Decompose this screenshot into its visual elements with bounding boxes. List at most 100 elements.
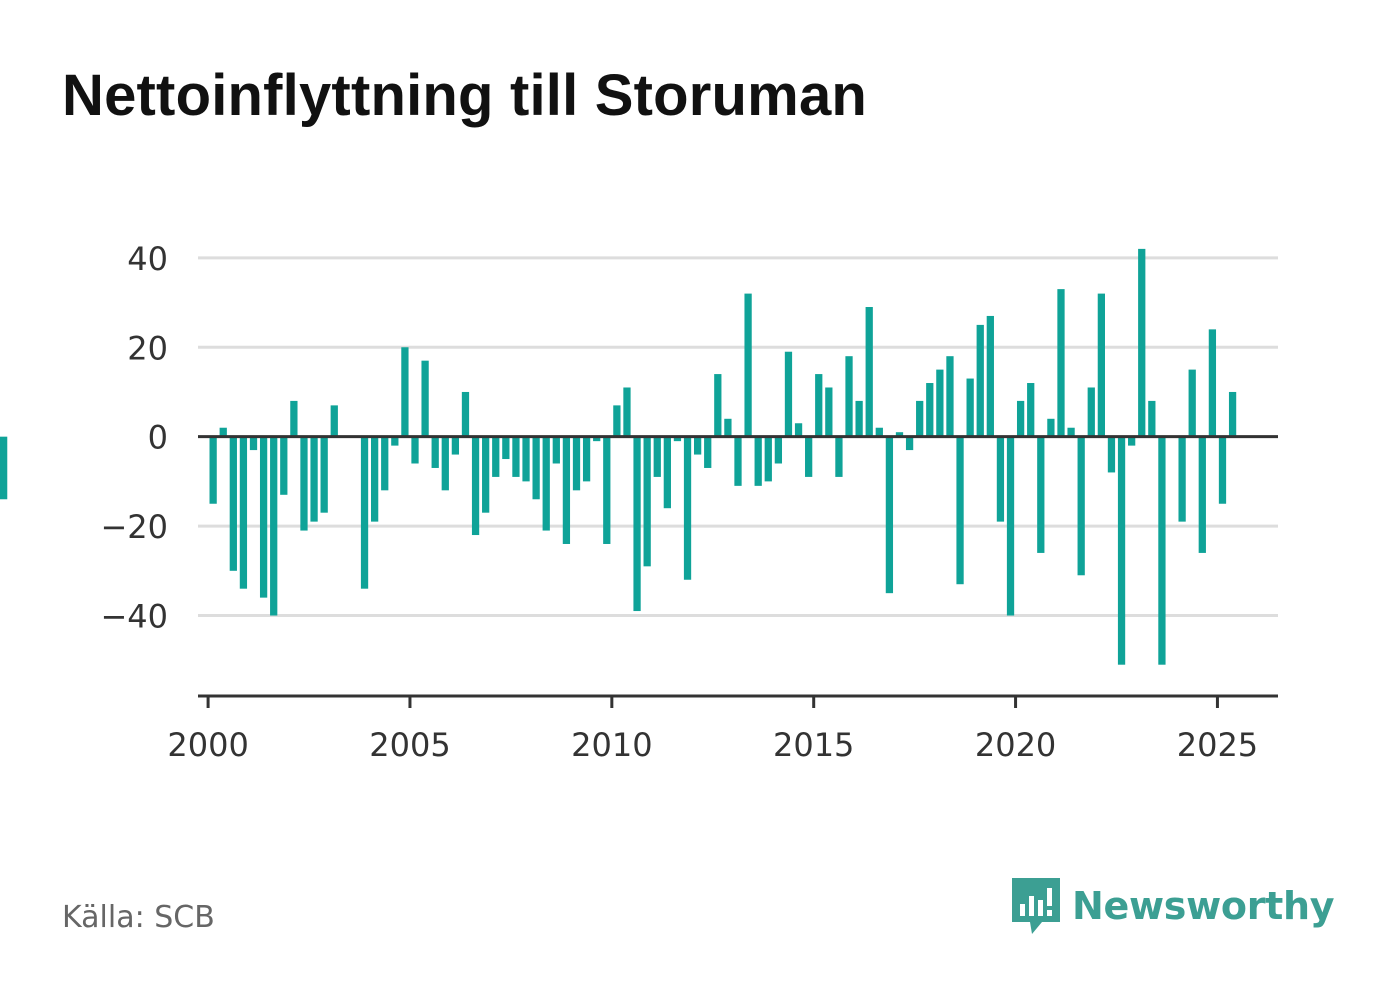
x-tick-label: 2010 [571,726,652,764]
bar [845,356,853,437]
bar [946,356,954,437]
x-tick-label: 2005 [369,726,450,764]
bar [1188,369,1196,437]
bar [1006,436,1015,616]
bar [249,436,258,451]
bar [714,374,722,437]
bar [290,400,298,437]
bar [1138,248,1146,437]
bar [1128,436,1136,446]
x-tick-label: 2020 [975,726,1056,764]
bar [532,436,540,500]
x-tick-label: 2015 [773,726,854,764]
bar [280,436,288,495]
bar [643,436,651,567]
bar [391,436,399,446]
bar [704,436,712,468]
bar [724,418,732,437]
bar [623,387,631,437]
bar [754,436,762,486]
bar [219,427,227,437]
bar [865,307,873,437]
gridlines [198,256,1278,618]
y-tick-label: −20 [100,508,168,546]
bar [1148,400,1156,437]
bar [825,387,833,437]
bar [471,436,480,536]
source-note: Källa: SCB [62,900,215,935]
bar [482,436,490,513]
bar [936,369,944,437]
bar [855,400,863,437]
bar [1097,293,1105,437]
bar [1057,289,1065,437]
bar [744,293,752,437]
bar [209,436,217,504]
bar [401,347,409,437]
bar [784,351,793,437]
bar [1027,383,1035,437]
bar [572,436,581,491]
bar [310,436,318,522]
bars [0,248,1237,665]
bar [522,436,530,482]
bar [663,436,671,509]
bar [926,383,934,437]
bar [1107,436,1116,473]
bar [1087,387,1095,437]
bar [603,436,611,544]
bar [1037,436,1045,553]
bar [764,436,772,482]
bar [441,436,449,491]
newsworthy-logo-icon [1012,878,1060,934]
bar [552,436,560,464]
bar [815,374,823,437]
brand-logo: Newsworthy [1010,876,1335,936]
brand-name: Newsworthy [1072,884,1335,928]
bar [1178,436,1186,522]
bar [502,436,510,460]
bar [421,360,429,437]
bar [1067,427,1075,437]
bar [976,324,984,437]
y-tick-label: 20 [127,329,168,367]
bar [613,405,621,437]
bar [693,436,702,455]
bar [492,436,500,477]
bar [562,436,571,544]
x-tick-label: 2025 [1177,726,1258,764]
bar [885,436,894,594]
bar [1016,400,1025,437]
bar [1117,436,1126,665]
bar [683,436,692,580]
bar [461,391,470,437]
bar [593,436,601,442]
y-tick-label: −40 [100,598,168,636]
bar [371,436,379,522]
bar [805,436,813,477]
bar [1228,391,1237,437]
bar [794,423,803,437]
bar [1077,436,1085,576]
x-tick-label: 2000 [167,726,248,764]
bar [673,436,682,442]
bar [512,436,520,477]
bar [835,436,843,477]
bar [966,378,974,437]
bar [996,436,1005,522]
bar [653,436,661,477]
bar [542,436,550,531]
bar [411,436,419,464]
bar [916,400,924,437]
bar [300,436,308,531]
bar [0,436,8,500]
bar [905,436,914,451]
bar [895,432,904,437]
bar [875,427,883,437]
axes: 40 20 0 −20 −40 2000 2005 2010 2015 2020 2025 [100,240,1278,764]
bar [734,436,742,486]
bar [633,436,641,612]
bar [986,315,994,437]
bar [1208,329,1217,437]
bar [239,436,248,589]
